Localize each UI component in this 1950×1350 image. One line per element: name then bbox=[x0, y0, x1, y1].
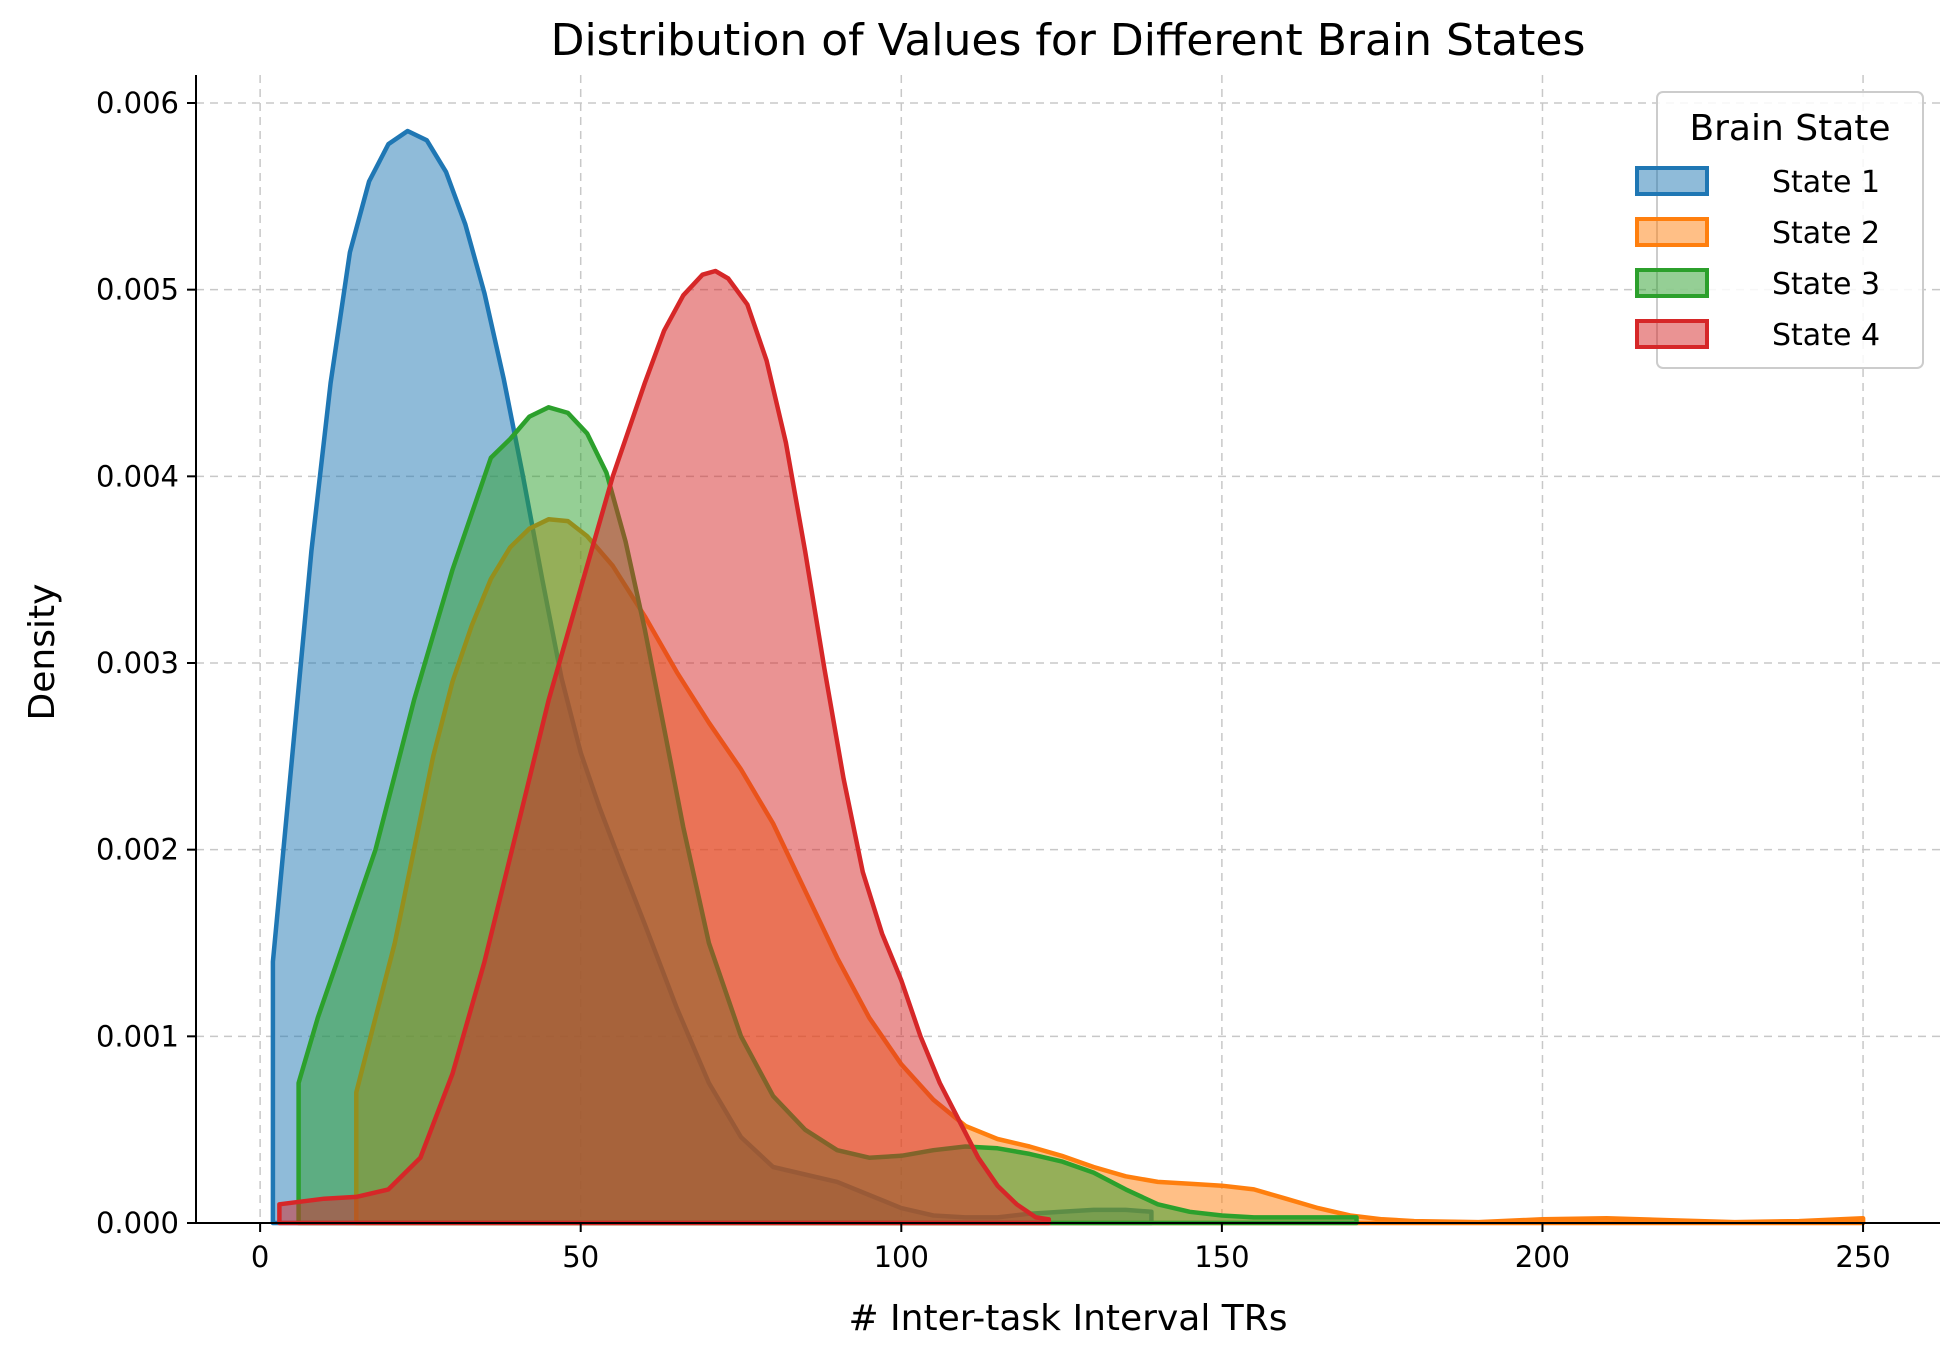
y-tick-label: 0.004 bbox=[96, 459, 179, 493]
x-tick-label: 0 bbox=[251, 1240, 269, 1274]
x-axis-label: # Inter-task Interval TRs bbox=[848, 1298, 1287, 1339]
state-3-legend-swatch bbox=[1635, 268, 1709, 298]
state-4-legend-swatch bbox=[1635, 319, 1709, 349]
state-2-legend-label: State 2 bbox=[1772, 216, 1880, 251]
x-tick-label: 200 bbox=[1515, 1240, 1570, 1274]
y-tick-label: 0.005 bbox=[96, 273, 179, 307]
y-axis-label: Density bbox=[22, 584, 63, 721]
x-tick-label: 50 bbox=[562, 1240, 599, 1274]
y-tick-label: 0.000 bbox=[96, 1206, 179, 1240]
y-tick-label: 0.006 bbox=[96, 86, 179, 120]
x-tick-label: 100 bbox=[874, 1240, 929, 1274]
axes: 0 50 100 150 200 250 0.000 0.001 0.002 0.003 0.004… bbox=[96, 75, 1940, 1274]
x-tick-label: 250 bbox=[1835, 1240, 1890, 1274]
state-4-legend-label: State 4 bbox=[1772, 318, 1880, 353]
state-2-legend-swatch bbox=[1635, 217, 1709, 247]
legend: Brain State State 1 State 2 State 3 State 4 bbox=[1635, 91, 1924, 369]
chart-title: Distribution of Values for Different Bra… bbox=[551, 15, 1586, 66]
state-3-legend-label: State 3 bbox=[1772, 267, 1880, 302]
state-1-legend-label: State 1 bbox=[1772, 165, 1880, 200]
y-tick-label: 0.002 bbox=[96, 833, 179, 867]
legend-title: Brain State bbox=[1689, 108, 1890, 149]
y-tick-label: 0.001 bbox=[96, 1019, 179, 1053]
y-tick-label: 0.003 bbox=[96, 646, 179, 680]
state-1-legend-swatch bbox=[1635, 166, 1709, 196]
state-4-density-outline bbox=[277, 268, 1052, 1226]
density-series bbox=[270, 128, 1866, 1226]
x-tick-label: 150 bbox=[1194, 1240, 1249, 1274]
state-4-density-area bbox=[279, 271, 1049, 1223]
